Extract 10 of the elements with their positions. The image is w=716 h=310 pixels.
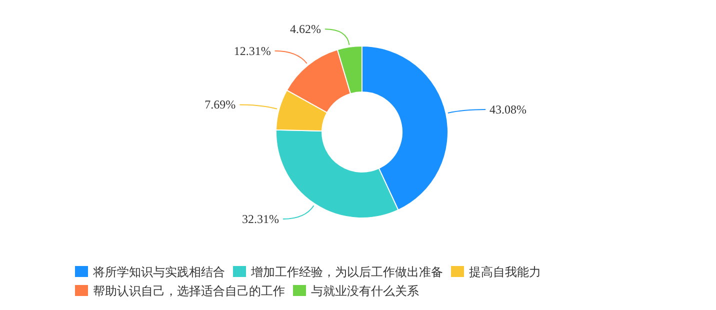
data-label: 43.08% [490, 102, 527, 117]
legend-label: 帮助认识自己，选择适合自己的工作 [93, 284, 285, 298]
data-label: 12.31% [234, 44, 271, 58]
data-label: 4.62% [290, 22, 321, 36]
legend-label: 提高自我能力 [469, 265, 541, 279]
data-label: 32.31% [242, 212, 280, 226]
legend-label: 将所学知识与实践相结合 [92, 265, 225, 279]
legend-label: 增加工作经验，为以后工作做出准备 [250, 265, 443, 279]
data-label: 7.69% [204, 98, 236, 112]
legend-label: 与就业没有什么关系 [311, 284, 419, 298]
